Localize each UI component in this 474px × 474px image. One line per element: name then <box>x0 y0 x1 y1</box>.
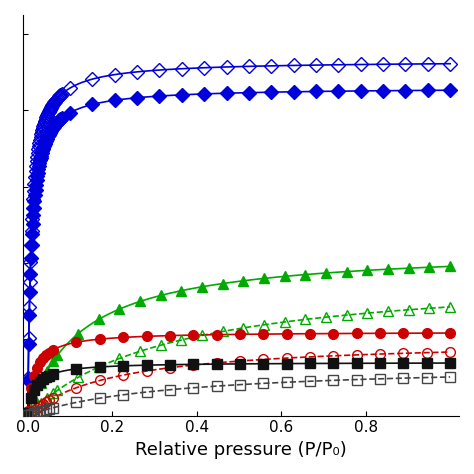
X-axis label: Relative pressure (P/P₀): Relative pressure (P/P₀) <box>136 441 347 459</box>
